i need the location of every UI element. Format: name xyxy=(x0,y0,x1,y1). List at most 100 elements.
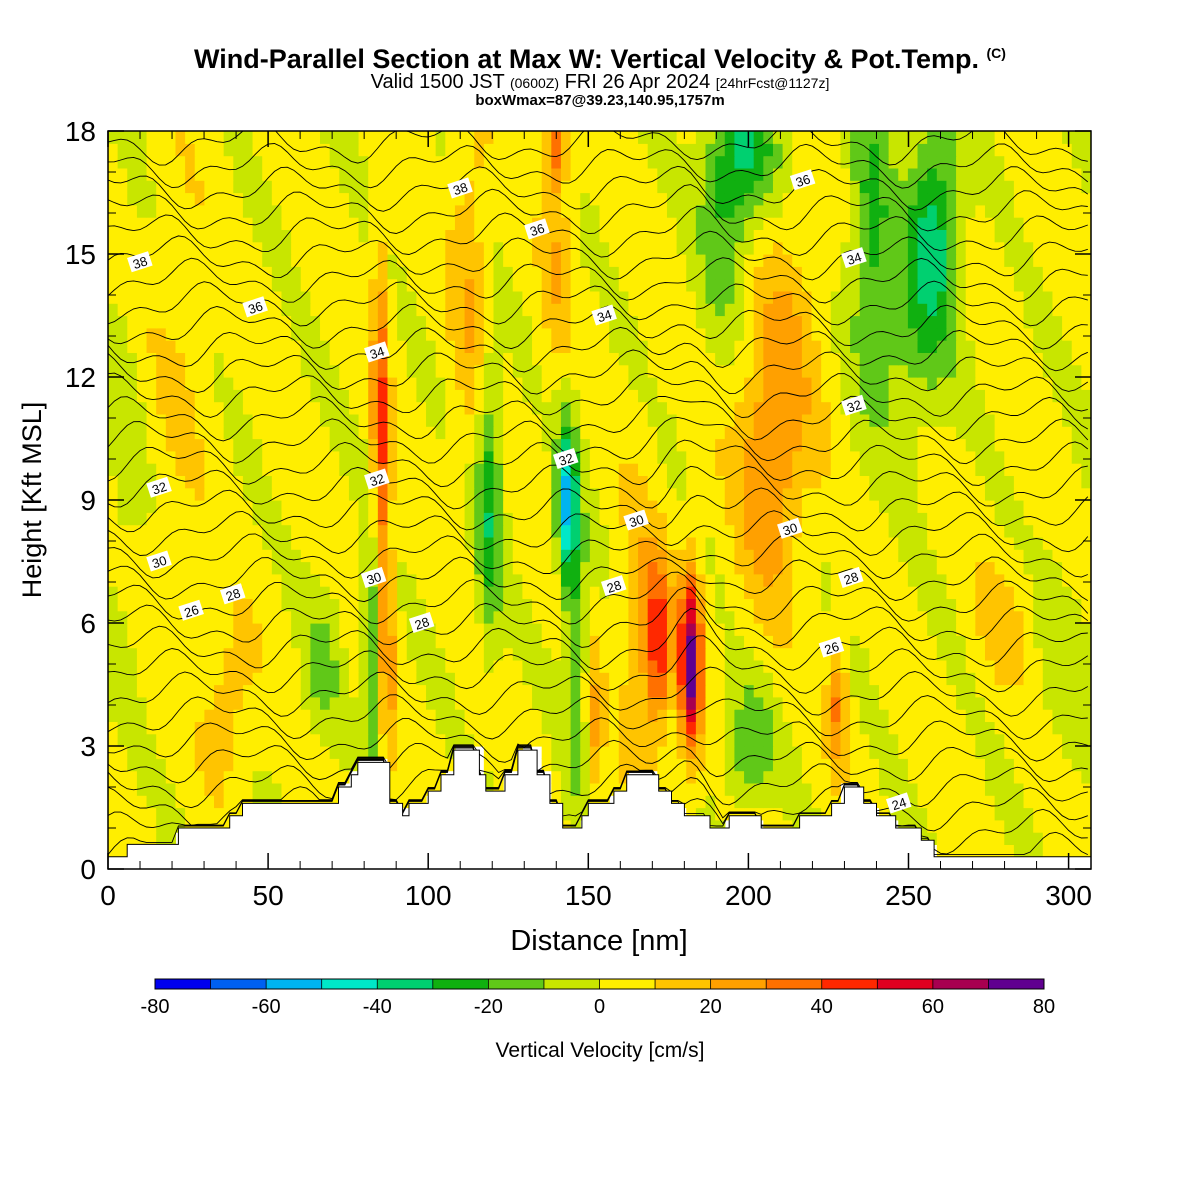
velocity-cell xyxy=(830,623,842,636)
velocity-cell xyxy=(339,364,350,378)
velocity-cell xyxy=(1033,598,1044,612)
velocity-cell xyxy=(204,610,215,624)
velocity-cell xyxy=(1062,746,1073,759)
velocity-cell xyxy=(724,500,736,513)
velocity-cell xyxy=(753,721,764,735)
velocity-cell xyxy=(117,389,128,403)
velocity-cell xyxy=(185,278,196,292)
velocity-cell xyxy=(214,672,225,686)
velocity-cell xyxy=(936,229,948,243)
velocity-cell xyxy=(705,795,716,809)
velocity-cell xyxy=(907,782,919,796)
velocity-cell xyxy=(1033,659,1044,673)
velocity-cell xyxy=(869,573,880,587)
velocity-cell xyxy=(888,782,899,796)
velocity-cell xyxy=(724,278,736,292)
velocity-cell xyxy=(965,659,976,673)
velocity-cell xyxy=(1081,303,1091,317)
velocity-cell xyxy=(1042,672,1054,686)
velocity-cell xyxy=(869,659,880,673)
velocity-cell xyxy=(1023,684,1034,698)
velocity-cell xyxy=(647,340,658,353)
velocity-cell xyxy=(214,696,225,710)
velocity-cell xyxy=(522,450,533,464)
velocity-cell xyxy=(541,290,552,304)
velocity-cell xyxy=(792,573,803,587)
velocity-cell xyxy=(474,401,485,415)
velocity-cell xyxy=(1081,635,1091,649)
velocity-cell xyxy=(1023,229,1034,243)
velocity-cell xyxy=(705,303,716,317)
velocity-cell xyxy=(310,746,321,759)
velocity-cell xyxy=(907,512,919,526)
velocity-cell xyxy=(801,659,813,673)
velocity-cell xyxy=(1052,500,1063,513)
velocity-cell xyxy=(406,561,417,575)
velocity-cell xyxy=(734,758,745,772)
velocity-cell xyxy=(1062,610,1073,624)
velocity-cell xyxy=(609,549,620,563)
velocity-cell xyxy=(763,758,774,772)
velocity-cell xyxy=(175,561,186,575)
velocity-cell xyxy=(869,290,880,304)
velocity-cell xyxy=(445,536,456,550)
velocity-cell xyxy=(223,598,234,612)
velocity-cell xyxy=(1004,438,1015,452)
velocity-cell xyxy=(445,290,456,304)
velocity-cell xyxy=(377,672,389,686)
velocity-cell xyxy=(724,635,736,649)
velocity-cell xyxy=(618,573,630,587)
velocity-cell xyxy=(618,672,630,686)
velocity-cell xyxy=(850,389,861,403)
velocity-cell xyxy=(136,536,148,550)
velocity-cell xyxy=(907,352,919,366)
velocity-cell xyxy=(483,659,495,673)
velocity-cell xyxy=(917,561,928,575)
velocity-cell xyxy=(792,463,803,476)
velocity-cell xyxy=(156,524,167,538)
velocity-cell xyxy=(715,352,726,366)
velocity-cell xyxy=(1004,266,1015,280)
velocity-cell xyxy=(666,733,678,747)
velocity-cell xyxy=(821,290,832,304)
velocity-cell xyxy=(724,746,736,759)
velocity-cell xyxy=(869,635,880,649)
velocity-cell xyxy=(329,340,340,353)
velocity-cell xyxy=(898,807,909,821)
velocity-cell xyxy=(994,549,1005,563)
velocity-cell xyxy=(156,610,167,624)
velocity-cell xyxy=(551,327,562,341)
velocity-cell xyxy=(445,549,456,563)
velocity-cell xyxy=(705,315,716,329)
velocity-cell xyxy=(512,487,523,501)
velocity-cell xyxy=(1013,721,1025,735)
velocity-cell xyxy=(830,450,842,464)
velocity-cell xyxy=(878,352,890,366)
velocity-cell xyxy=(830,709,842,722)
velocity-cell xyxy=(936,709,948,722)
velocity-cell xyxy=(744,524,755,538)
velocity-cell xyxy=(512,475,523,489)
velocity-cell xyxy=(348,241,360,255)
velocity-cell xyxy=(175,500,186,513)
velocity-cell xyxy=(821,512,832,526)
velocity-cell xyxy=(676,586,687,599)
velocity-cell xyxy=(869,770,880,784)
velocity-cell xyxy=(271,586,283,599)
velocity-cell xyxy=(136,487,148,501)
velocity-cell xyxy=(1033,696,1044,710)
velocity-cell xyxy=(223,266,234,280)
velocity-cell xyxy=(898,241,909,255)
velocity-cell xyxy=(676,536,687,550)
velocity-cell xyxy=(772,598,784,612)
velocity-cell xyxy=(686,746,697,759)
velocity-cell xyxy=(647,721,658,735)
velocity-cell xyxy=(589,340,601,353)
velocity-cell xyxy=(474,672,485,686)
velocity-cell xyxy=(310,647,321,661)
velocity-cell xyxy=(994,475,1005,489)
velocity-cell xyxy=(917,266,928,280)
velocity-cell xyxy=(194,389,205,403)
velocity-cell xyxy=(859,315,870,329)
velocity-cell xyxy=(117,364,128,378)
